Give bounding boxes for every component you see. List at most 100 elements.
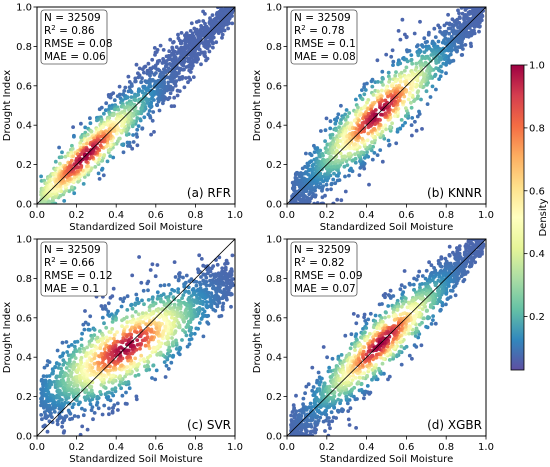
- density-point: [383, 295, 387, 300]
- density-point: [78, 432, 83, 436]
- density-point: [100, 333, 105, 338]
- density-point: [424, 268, 429, 273]
- density-point: [139, 353, 144, 358]
- density-point: [169, 104, 174, 109]
- density-point: [151, 345, 156, 350]
- density-point: [445, 44, 450, 49]
- density-point: [125, 334, 129, 339]
- density-point: [135, 338, 140, 342]
- density-point: [334, 128, 338, 133]
- density-point: [308, 422, 313, 427]
- density-point: [200, 33, 205, 38]
- density-point: [187, 279, 192, 283]
- density-point: [132, 361, 136, 365]
- density-point: [136, 124, 141, 128]
- density-point: [447, 60, 452, 65]
- density-point: [343, 333, 348, 338]
- density-point: [339, 198, 344, 203]
- density-point: [97, 177, 102, 181]
- density-point: [128, 328, 133, 333]
- density-point: [321, 345, 326, 349]
- density-point: [53, 400, 57, 405]
- density-point: [340, 154, 345, 159]
- density-point: [178, 345, 182, 350]
- density-point: [328, 426, 332, 431]
- density-point: [126, 74, 131, 79]
- density-point: [108, 154, 113, 159]
- density-point: [111, 155, 116, 160]
- density-point: [150, 350, 155, 354]
- density-point: [39, 413, 44, 417]
- density-point: [102, 385, 106, 389]
- density-point: [395, 127, 400, 132]
- density-point: [121, 150, 126, 155]
- density-point: [386, 377, 390, 382]
- density-point: [407, 49, 412, 53]
- density-point: [391, 63, 395, 67]
- density-point: [66, 401, 71, 405]
- density-point: [150, 335, 154, 339]
- density-point: [136, 373, 141, 377]
- density-point: [121, 299, 125, 304]
- density-point: [463, 8, 468, 12]
- density-point: [117, 136, 121, 141]
- density-point: [323, 193, 327, 198]
- density-point: [308, 429, 313, 434]
- density-point: [129, 303, 133, 308]
- density-point: [365, 138, 370, 143]
- stat-r2: R2 = 0.78: [294, 24, 345, 37]
- density-point: [85, 345, 89, 350]
- density-point: [99, 383, 104, 387]
- density-point: [133, 309, 138, 314]
- density-point: [106, 309, 111, 314]
- density-point: [147, 305, 152, 309]
- density-point: [117, 84, 122, 89]
- density-point: [142, 302, 146, 307]
- density-point: [188, 29, 193, 33]
- x-tick-label: 0.8: [187, 210, 203, 221]
- density-point: [125, 140, 130, 145]
- density-point: [125, 369, 130, 374]
- density-point: [183, 302, 188, 306]
- density-point: [85, 359, 90, 363]
- density-point: [460, 11, 465, 16]
- density-point: [47, 199, 51, 204]
- density-point: [69, 370, 74, 375]
- x-tick-label: 0.0: [29, 442, 45, 453]
- density-point: [99, 134, 104, 139]
- density-point: [102, 403, 107, 408]
- density-point: [100, 315, 105, 320]
- density-point: [123, 338, 128, 343]
- density-point: [81, 322, 86, 327]
- density-point: [58, 193, 63, 198]
- density-point: [130, 306, 135, 311]
- density-point: [217, 314, 222, 319]
- density-point: [137, 255, 142, 259]
- density-point: [151, 363, 156, 368]
- density-point: [64, 366, 69, 370]
- density-point: [177, 274, 182, 279]
- density-point: [318, 171, 323, 176]
- density-point: [199, 275, 203, 279]
- density-point: [79, 135, 84, 140]
- density-point: [111, 365, 116, 370]
- density-point: [447, 31, 451, 36]
- density-point: [373, 108, 378, 112]
- density-point: [170, 315, 174, 320]
- density-point: [414, 77, 418, 82]
- density-point: [331, 177, 336, 182]
- density-point: [142, 115, 147, 120]
- density-point: [446, 26, 451, 31]
- density-point: [81, 182, 86, 186]
- density-point: [181, 328, 185, 333]
- density-point: [72, 344, 77, 349]
- density-point: [368, 390, 373, 395]
- density-point: [419, 97, 423, 102]
- density-point: [215, 262, 220, 267]
- density-point: [79, 337, 84, 341]
- density-point: [220, 32, 225, 37]
- density-point: [69, 380, 73, 385]
- density-point: [53, 365, 58, 370]
- density-point: [390, 121, 394, 126]
- density-point: [346, 409, 351, 413]
